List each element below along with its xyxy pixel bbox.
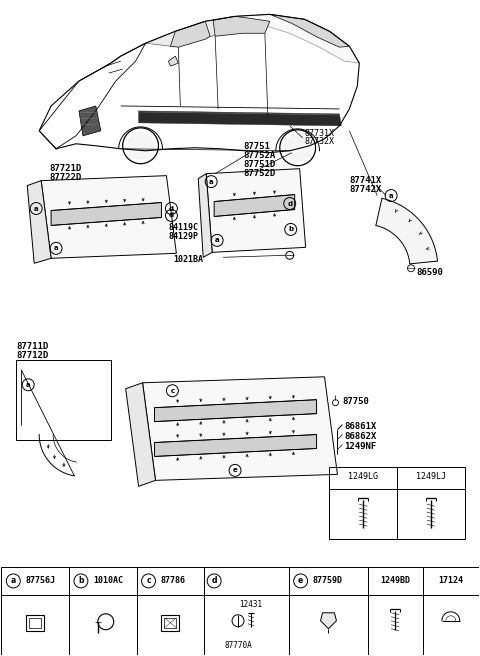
Text: 87759D: 87759D (312, 577, 343, 585)
Polygon shape (376, 198, 437, 264)
Circle shape (127, 132, 155, 159)
Polygon shape (170, 21, 210, 47)
Text: 1010AC: 1010AC (93, 577, 123, 585)
Polygon shape (126, 382, 156, 486)
Text: a: a (26, 382, 31, 388)
Text: 1249LJ: 1249LJ (416, 472, 446, 482)
Text: 87732X: 87732X (305, 137, 335, 146)
Polygon shape (214, 195, 295, 216)
Polygon shape (41, 176, 176, 258)
Polygon shape (155, 400, 316, 422)
Text: 87742X: 87742X (349, 184, 382, 194)
Bar (1, 567, 479, 655)
Text: 87751: 87751 (243, 142, 270, 151)
Text: 86590: 86590 (416, 268, 443, 277)
Text: a: a (389, 193, 394, 199)
Polygon shape (139, 111, 341, 126)
Text: 84129P: 84129P (168, 232, 198, 241)
Text: d: d (287, 201, 292, 207)
Text: 87721D: 87721D (49, 164, 82, 173)
Text: 87751D: 87751D (243, 159, 275, 169)
Text: 87722D: 87722D (49, 173, 82, 182)
Text: a: a (34, 205, 38, 211)
Text: 87712D: 87712D (16, 351, 48, 360)
Text: 1249LG: 1249LG (348, 472, 378, 482)
Text: d: d (211, 577, 217, 585)
Polygon shape (145, 16, 235, 46)
Text: 87756J: 87756J (25, 577, 55, 585)
Polygon shape (213, 16, 270, 36)
Text: c: c (170, 388, 174, 394)
Text: c: c (146, 577, 151, 585)
Text: 87752D: 87752D (243, 169, 275, 178)
Text: 1021BA: 1021BA (173, 255, 204, 264)
Bar (26, 615, 44, 630)
Text: a: a (11, 577, 16, 585)
Text: 87770A: 87770A (224, 641, 252, 649)
Polygon shape (143, 377, 337, 480)
Polygon shape (235, 14, 360, 63)
Text: d: d (169, 205, 174, 211)
Polygon shape (168, 56, 179, 66)
Text: a: a (54, 245, 59, 251)
Bar (329, 468, 465, 539)
Text: 87750: 87750 (342, 397, 369, 405)
Text: d: d (169, 213, 174, 218)
Text: b: b (78, 577, 84, 585)
Text: 86862X: 86862X (344, 432, 377, 441)
Text: e: e (298, 577, 303, 585)
Polygon shape (155, 434, 316, 457)
Text: a: a (215, 237, 219, 243)
Bar (29, 618, 41, 628)
Polygon shape (321, 613, 336, 628)
Text: 17124: 17124 (438, 577, 463, 585)
Text: e: e (233, 467, 238, 474)
Bar (161, 615, 180, 630)
Text: 12431: 12431 (240, 600, 263, 609)
Text: 87752A: 87752A (243, 151, 275, 160)
Text: 84119C: 84119C (168, 224, 198, 232)
Bar (165, 618, 176, 628)
Text: 1249BD: 1249BD (380, 577, 410, 585)
Polygon shape (79, 106, 101, 136)
Text: 87786: 87786 (160, 577, 185, 585)
Text: 86861X: 86861X (344, 422, 377, 430)
Polygon shape (27, 180, 51, 263)
Polygon shape (270, 14, 349, 47)
Text: 87741X: 87741X (349, 176, 382, 184)
Bar (16, 360, 111, 440)
Text: 87711D: 87711D (16, 342, 48, 351)
Polygon shape (198, 174, 212, 257)
Text: a: a (209, 178, 214, 184)
Polygon shape (51, 203, 161, 226)
Circle shape (284, 134, 312, 162)
Text: 1249NF: 1249NF (344, 441, 377, 451)
Text: b: b (288, 226, 293, 232)
Text: 87731X: 87731X (305, 129, 335, 138)
Polygon shape (206, 169, 306, 253)
